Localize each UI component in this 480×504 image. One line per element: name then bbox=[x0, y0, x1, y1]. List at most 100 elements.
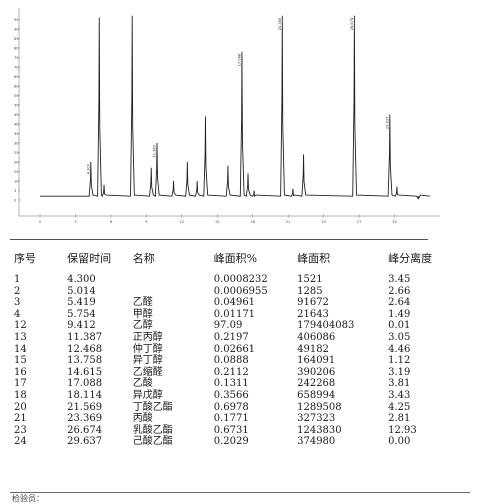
y-tick-label: 70 bbox=[14, 66, 19, 70]
y-tick-label: 35 bbox=[14, 132, 19, 136]
cell-name bbox=[133, 274, 214, 286]
y-tick-label: 10 bbox=[14, 180, 19, 184]
table-row: 14 12.468 仲丁醇 0.02661 49182 4.46 bbox=[14, 344, 464, 356]
cell-resolution: 2.66 bbox=[388, 285, 411, 297]
cell-retention-time: 17.088 bbox=[67, 378, 103, 390]
cell-no: 2 bbox=[14, 285, 21, 297]
cell-name: 异丁醇 bbox=[132, 355, 163, 367]
cell-area: 390206 bbox=[297, 366, 336, 378]
x-tick-label: 30 bbox=[392, 219, 397, 224]
x-tick-label: 24 bbox=[321, 219, 326, 224]
table-body: 1 4.300 0.0008232 1521 3.45 2 5.014 0.0006955 12… bbox=[14, 274, 464, 448]
cell-no: 21 bbox=[14, 413, 27, 425]
table-row: 17 17.088 乙酸 0.1311 242268 3.81 bbox=[14, 378, 464, 390]
cell-area: 164091 bbox=[297, 355, 336, 367]
cell-area-percent: 0.6731 bbox=[213, 424, 249, 436]
table-row: 24 29.637 己酸乙酯 0.2029 374980 0.00 bbox=[14, 436, 464, 448]
cell-area: 327323 bbox=[297, 413, 336, 425]
cell-name: 乙缩醛 bbox=[132, 366, 163, 378]
cell-name: 仲丁醇 bbox=[132, 343, 163, 355]
y-tick-label: 60 bbox=[14, 85, 19, 89]
header-resolution: 峰分离度 bbox=[388, 252, 433, 265]
peak-label: 20.369 bbox=[278, 17, 282, 30]
cell-resolution: 2.81 bbox=[388, 413, 411, 425]
cell-no: 17 bbox=[14, 378, 27, 390]
y-tick-label: 65 bbox=[14, 75, 19, 79]
cell-retention-time: 29.637 bbox=[67, 436, 103, 448]
cell-no: 16 bbox=[14, 366, 27, 378]
cell-area-percent: 0.0008232 bbox=[213, 274, 268, 285]
cell-resolution: 4.46 bbox=[388, 343, 411, 355]
cell-retention-time: 21.569 bbox=[67, 401, 103, 413]
cell-retention-time: 11.387 bbox=[67, 331, 103, 343]
cell-area: 1243830 bbox=[297, 424, 342, 436]
cell-area: 1285 bbox=[297, 285, 323, 297]
cell-no: 4 bbox=[14, 308, 21, 320]
cell-no: 20 bbox=[14, 401, 27, 413]
cell-no: 15 bbox=[14, 355, 27, 367]
cell-retention-time: 18.114 bbox=[67, 389, 103, 401]
y-tick-label: 25 bbox=[14, 151, 19, 155]
peak-label: 17.088 bbox=[237, 53, 241, 66]
cell-resolution: 3.05 bbox=[388, 331, 411, 343]
table-header-row: 序号 保留时间 名称 峰面积% 峰面积 峰分离度 bbox=[14, 250, 464, 274]
cell-area-percent: 0.2029 bbox=[213, 436, 249, 448]
cell-resolution: 0.00 bbox=[388, 436, 411, 448]
cell-area-percent: 0.3566 bbox=[213, 389, 249, 401]
table-row: 20 21.569 丁酸乙酯 0.6978 1289508 4.25 bbox=[14, 402, 464, 414]
cell-name: 丁酸乙酯 bbox=[132, 401, 173, 413]
cell-name: 正丙醇 bbox=[132, 331, 163, 343]
cell-no: 3 bbox=[14, 297, 21, 309]
table-row: 21 23.369 丙酸 0.1771 327323 2.81 bbox=[14, 413, 464, 425]
table-row: 12 9.412 乙醇 97.09 179404083 0.01 bbox=[14, 320, 464, 332]
cell-name: 乙醇 bbox=[132, 320, 153, 332]
y-tick-label: 55 bbox=[14, 94, 19, 98]
peak-labels: 4.300 11.387 17.088 20.369 26.674 29.637 bbox=[86, 17, 389, 174]
cell-retention-time: 5.754 bbox=[67, 308, 96, 320]
cell-area: 406086 bbox=[297, 331, 336, 343]
table-row: 15 13.758 异丁醇 0.0888 164091 1.12 bbox=[14, 355, 464, 367]
cell-name bbox=[133, 286, 214, 298]
peak-label: 11.387 bbox=[153, 145, 157, 158]
cell-retention-time: 5.014 bbox=[67, 285, 96, 297]
cell-area: 242268 bbox=[297, 378, 336, 390]
table-row: 2 5.014 0.0006955 1285 2.66 bbox=[14, 286, 464, 298]
y-tick-label: 80 bbox=[14, 47, 19, 51]
y-axis: 0 5 10 15 20 25 30 35 40 45 50 55 60 65 70 75 80 85 90 95 bbox=[14, 8, 20, 216]
y-tick-label: 75 bbox=[14, 56, 19, 60]
cell-resolution: 3.45 bbox=[388, 274, 411, 285]
y-tick-label: 50 bbox=[14, 104, 19, 108]
header-no: 序号 bbox=[14, 252, 36, 265]
y-tick-label: 5 bbox=[14, 189, 16, 193]
cell-no: 13 bbox=[14, 331, 27, 343]
y-tick-label: 40 bbox=[14, 123, 19, 127]
cell-area-percent: 0.6978 bbox=[213, 401, 249, 413]
cell-area: 1289508 bbox=[297, 401, 342, 413]
cell-area: 91672 bbox=[297, 297, 329, 309]
results-table: 序号 保留时间 名称 峰面积% 峰面积 峰分离度 1 4.300 0.0008232… bbox=[14, 250, 464, 448]
y-tick-label: 30 bbox=[14, 142, 19, 146]
cell-resolution: 1.12 bbox=[388, 355, 411, 367]
cell-name: 己酸乙酯 bbox=[132, 436, 173, 448]
cell-area-percent: 0.1311 bbox=[213, 378, 249, 390]
cell-resolution: 3.81 bbox=[388, 378, 411, 390]
cell-no: 14 bbox=[14, 343, 27, 355]
table-row: 4 5.754 甲醇 0.01171 21643 1.49 bbox=[14, 309, 464, 321]
cell-name: 异戊醇 bbox=[132, 389, 163, 401]
x-tick-label: 18 bbox=[250, 219, 255, 224]
cell-no: 1 bbox=[14, 274, 21, 285]
y-tick-label: 0 bbox=[14, 199, 17, 203]
x-tick-label: 15 bbox=[215, 219, 220, 224]
header-name: 名称 bbox=[132, 252, 155, 265]
footer-line bbox=[10, 492, 470, 493]
table-row: 16 14.615 乙缩醛 0.2112 390206 3.19 bbox=[14, 367, 464, 379]
cell-retention-time: 4.300 bbox=[67, 274, 96, 285]
cell-resolution: 0.01 bbox=[388, 320, 411, 332]
x-tick-label: 27 bbox=[357, 219, 362, 224]
cell-name: 丙酸 bbox=[132, 413, 153, 425]
cell-retention-time: 9.412 bbox=[67, 320, 96, 332]
cell-name: 甲醇 bbox=[132, 308, 153, 320]
cell-no: 18 bbox=[14, 389, 27, 401]
y-tick-label: 95 bbox=[14, 18, 19, 22]
x-axis: 0 3 6 9 12 15 18 21 24 27 30 bbox=[19, 214, 440, 224]
